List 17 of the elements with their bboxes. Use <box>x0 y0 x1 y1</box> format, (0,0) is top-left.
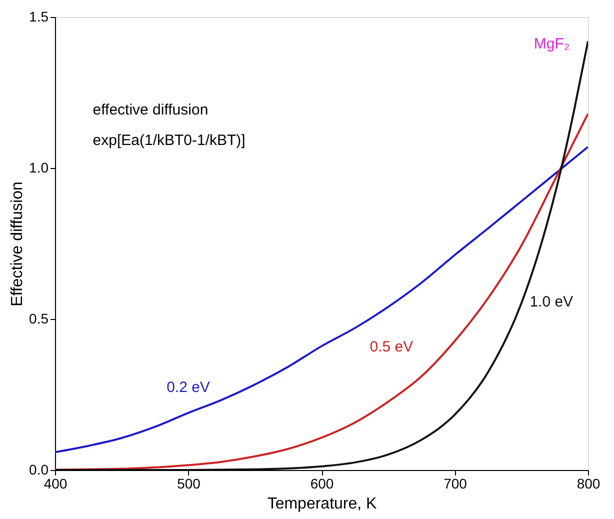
x-tick-label: 800 <box>576 476 600 492</box>
x-tick-label: 700 <box>444 476 468 492</box>
y-tick-label: 0.5 <box>29 310 49 326</box>
annotation: MgF₂ <box>534 35 570 52</box>
series-label: 0.2 eV <box>166 378 210 396</box>
y-tick-label: 1.0 <box>29 160 49 176</box>
x-tick-label: 600 <box>310 476 334 492</box>
y-tick-label: 0.0 <box>29 462 49 478</box>
x-tick-label: 400 <box>44 476 68 492</box>
y-tick-label: 1.5 <box>29 8 49 24</box>
x-axis-title: Temperature, K <box>267 496 378 512</box>
y-axis-title: Effective diffusion <box>9 182 26 306</box>
x-tick-label: 500 <box>177 476 201 492</box>
series-label: 1.0 eV <box>530 293 574 310</box>
series-label: 0.5 eV <box>370 338 414 356</box>
annotation: exp[Ea(1/kBT0-1/kBT)] <box>92 132 246 150</box>
annotation: effective diffusion <box>92 101 208 118</box>
